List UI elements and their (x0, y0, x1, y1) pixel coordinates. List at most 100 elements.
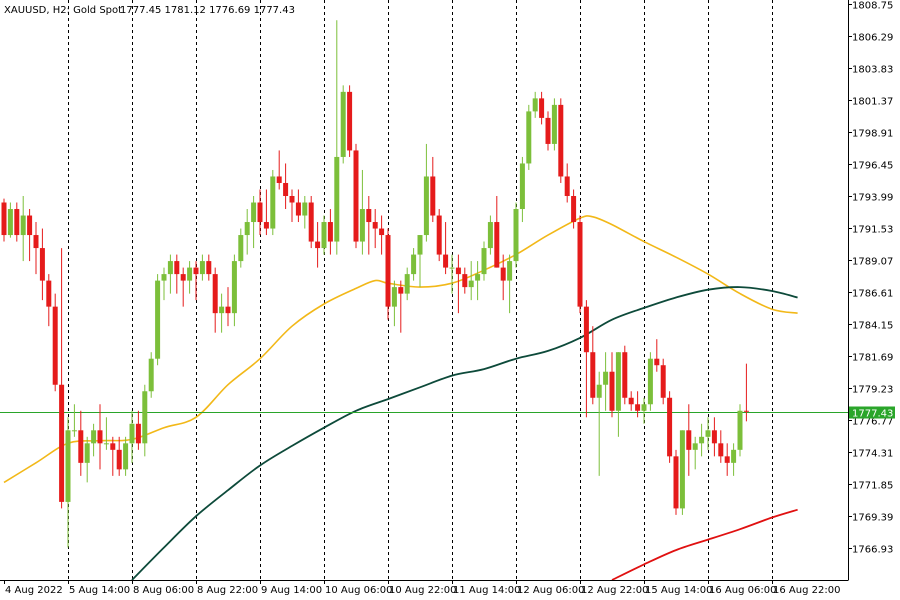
candle-body (110, 443, 116, 450)
candle-body (411, 254, 417, 275)
y-tick-label: 1781.69 (852, 353, 893, 364)
candle-body (59, 384, 65, 502)
candle-body (180, 274, 186, 281)
candle (711, 417, 717, 457)
candle-body (251, 202, 257, 223)
y-tick-label: 1808.75 (852, 1, 893, 12)
candle (641, 397, 647, 424)
candle-body (686, 430, 692, 450)
candle (187, 261, 193, 294)
candle (743, 363, 749, 422)
y-tick-label: 1806.29 (852, 33, 893, 44)
candle-body (404, 274, 410, 294)
candle-body (289, 196, 295, 203)
candle (251, 196, 257, 249)
candle-body (353, 150, 359, 242)
candle-body (84, 443, 90, 463)
candle-body (391, 287, 397, 307)
candle-body (263, 222, 269, 229)
candle-body (731, 449, 737, 463)
candle-body (577, 222, 583, 307)
candle (116, 436, 122, 476)
x-tick-label: 11 Aug 14:00 (453, 585, 520, 596)
candle-body (327, 222, 333, 242)
candle (33, 222, 39, 275)
candle-body (174, 261, 180, 275)
candle-body (436, 215, 442, 255)
candle-body (27, 215, 33, 236)
candle (532, 91, 538, 118)
candle (475, 261, 481, 301)
moving-averages (3, 215, 798, 581)
candle-body (161, 274, 167, 281)
candle (212, 267, 218, 333)
y-tick-label: 1798.91 (852, 129, 893, 140)
candle (71, 404, 77, 437)
candle (7, 202, 13, 238)
candle (270, 169, 276, 236)
y-tick-label: 1776.77 (852, 417, 893, 428)
y-tick-label: 1774.31 (852, 449, 893, 460)
x-tick-label: 10 Aug 06:00 (325, 585, 392, 596)
candle (231, 254, 237, 327)
candle (347, 85, 353, 157)
candle-body (372, 222, 378, 229)
candle (577, 215, 583, 314)
candle-body (705, 430, 711, 437)
candle-body (283, 182, 289, 196)
candle (148, 352, 154, 398)
candle-body (398, 287, 404, 294)
candle-body (500, 267, 506, 281)
candle (219, 293, 225, 333)
x-tick-label: 12 Aug 06:00 (517, 585, 584, 596)
candle (455, 254, 461, 314)
candle (238, 228, 244, 268)
candle (334, 20, 340, 255)
candle-body (532, 98, 538, 112)
candle-body (225, 306, 231, 314)
candle (443, 222, 449, 275)
candle-body (366, 209, 372, 223)
candle (660, 358, 666, 405)
candle (596, 371, 602, 476)
candle-body (743, 410, 749, 412)
candle-body (302, 202, 308, 216)
ma-slow-line (611, 508, 798, 581)
candle (487, 215, 493, 255)
candle (590, 326, 596, 405)
candle-body (187, 267, 193, 281)
candle-body (123, 443, 129, 470)
candle (571, 189, 577, 229)
y-tick-label: 1786.61 (852, 289, 893, 300)
candle (161, 267, 167, 301)
candle (481, 241, 487, 281)
y-tick-label: 1793.99 (852, 193, 893, 204)
x-tick-label: 9 Aug 14:00 (261, 585, 322, 596)
candle (737, 404, 743, 457)
candle-body (711, 430, 717, 444)
candle-body (1, 202, 7, 236)
candle (39, 228, 45, 301)
candle (52, 293, 58, 392)
candle (430, 156, 436, 223)
candle (622, 345, 628, 405)
candle-body (603, 371, 609, 385)
y-tick-label: 1803.83 (852, 65, 893, 76)
candle-body (20, 215, 26, 236)
candle (302, 196, 308, 229)
candle (583, 300, 589, 418)
candle-body (334, 156, 340, 242)
candle (359, 169, 365, 255)
candle-body (116, 449, 122, 470)
candle-body (526, 111, 532, 164)
candle (327, 209, 333, 255)
candle (603, 352, 609, 411)
candle (372, 209, 378, 249)
x-tick-label: 15 Aug 14:00 (645, 585, 712, 596)
candle-body (494, 222, 500, 268)
candle-body (199, 261, 205, 275)
candle-body (654, 358, 660, 366)
candle-body (276, 176, 282, 183)
candle (199, 254, 205, 281)
